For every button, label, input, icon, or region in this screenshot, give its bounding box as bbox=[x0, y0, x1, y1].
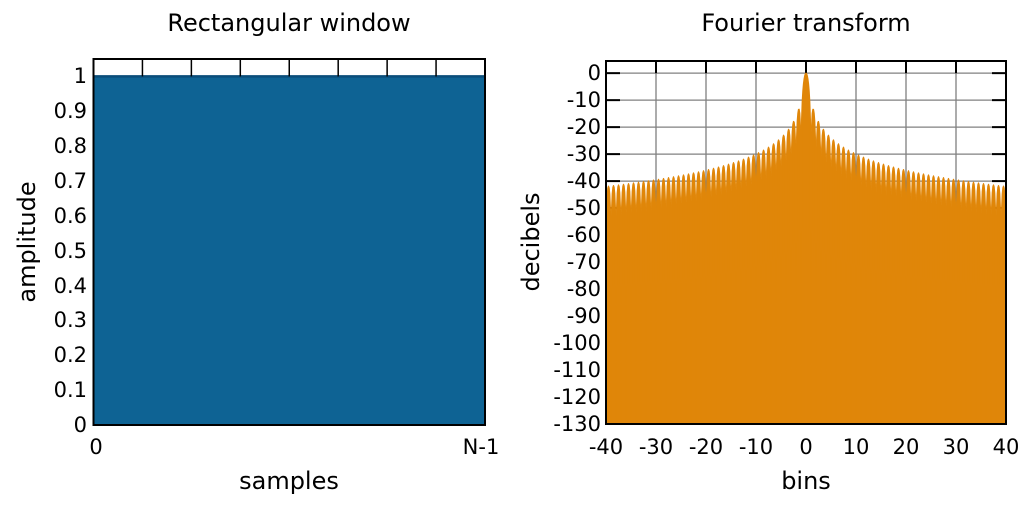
fourier-transform-curve bbox=[605, 72, 1007, 425]
ytick-label: 0 bbox=[587, 61, 601, 85]
window-fill bbox=[93, 76, 485, 426]
ytick-label: -120 bbox=[553, 385, 601, 409]
ytick-label: -20 bbox=[566, 115, 601, 139]
plot-frame bbox=[605, 60, 1007, 425]
rectangular-window-plot bbox=[92, 58, 486, 426]
xtick-label: -40 bbox=[588, 435, 624, 459]
xtick-label: 20 bbox=[892, 435, 920, 459]
ytick-label: -70 bbox=[566, 250, 601, 274]
xtick-label: 0 bbox=[799, 435, 813, 459]
ytick-label: 0 bbox=[73, 413, 87, 437]
ytick-label: 0.8 bbox=[53, 134, 87, 158]
fourier-transform-plot bbox=[605, 60, 1007, 425]
xtick-label: N-1 bbox=[462, 435, 500, 459]
ytick-label: 0.2 bbox=[53, 343, 87, 367]
left-plot-x-axis-label: samples bbox=[239, 467, 339, 495]
ytick-label: 1 bbox=[73, 64, 87, 88]
ytick-label: -40 bbox=[566, 169, 601, 193]
ytick-label: 0.9 bbox=[53, 99, 87, 123]
ytick-label: -90 bbox=[566, 304, 601, 328]
xtick-label: 40 bbox=[992, 435, 1020, 459]
xtick-label: -10 bbox=[738, 435, 774, 459]
ytick-label: -80 bbox=[566, 277, 601, 301]
xtick-label: -30 bbox=[638, 435, 674, 459]
ytick-label: 0.7 bbox=[53, 169, 87, 193]
ytick-label: 0.1 bbox=[53, 378, 87, 402]
ytick-label: -10 bbox=[566, 88, 601, 112]
ytick-label: 0.5 bbox=[53, 239, 87, 263]
xtick-label: 0 bbox=[89, 435, 103, 459]
right-plot-title: Fourier transform bbox=[701, 9, 911, 37]
ytick-label: -110 bbox=[553, 358, 601, 382]
ytick-label: 0.4 bbox=[53, 274, 87, 298]
xtick-label: 10 bbox=[842, 435, 870, 459]
xtick-label: 30 bbox=[942, 435, 970, 459]
ytick-label: -50 bbox=[566, 196, 601, 220]
right-plot-x-axis-label: bins bbox=[781, 467, 831, 495]
ytick-label: -100 bbox=[553, 331, 601, 355]
ytick-label: -130 bbox=[553, 412, 601, 436]
ytick-label: 0.6 bbox=[53, 204, 87, 228]
ytick-label: -60 bbox=[566, 223, 601, 247]
left-plot-title: Rectangular window bbox=[167, 9, 411, 37]
plot-frame bbox=[92, 58, 486, 426]
ytick-label: -30 bbox=[566, 142, 601, 166]
ytick-label: 0.3 bbox=[53, 308, 87, 332]
xtick-label: -20 bbox=[688, 435, 724, 459]
